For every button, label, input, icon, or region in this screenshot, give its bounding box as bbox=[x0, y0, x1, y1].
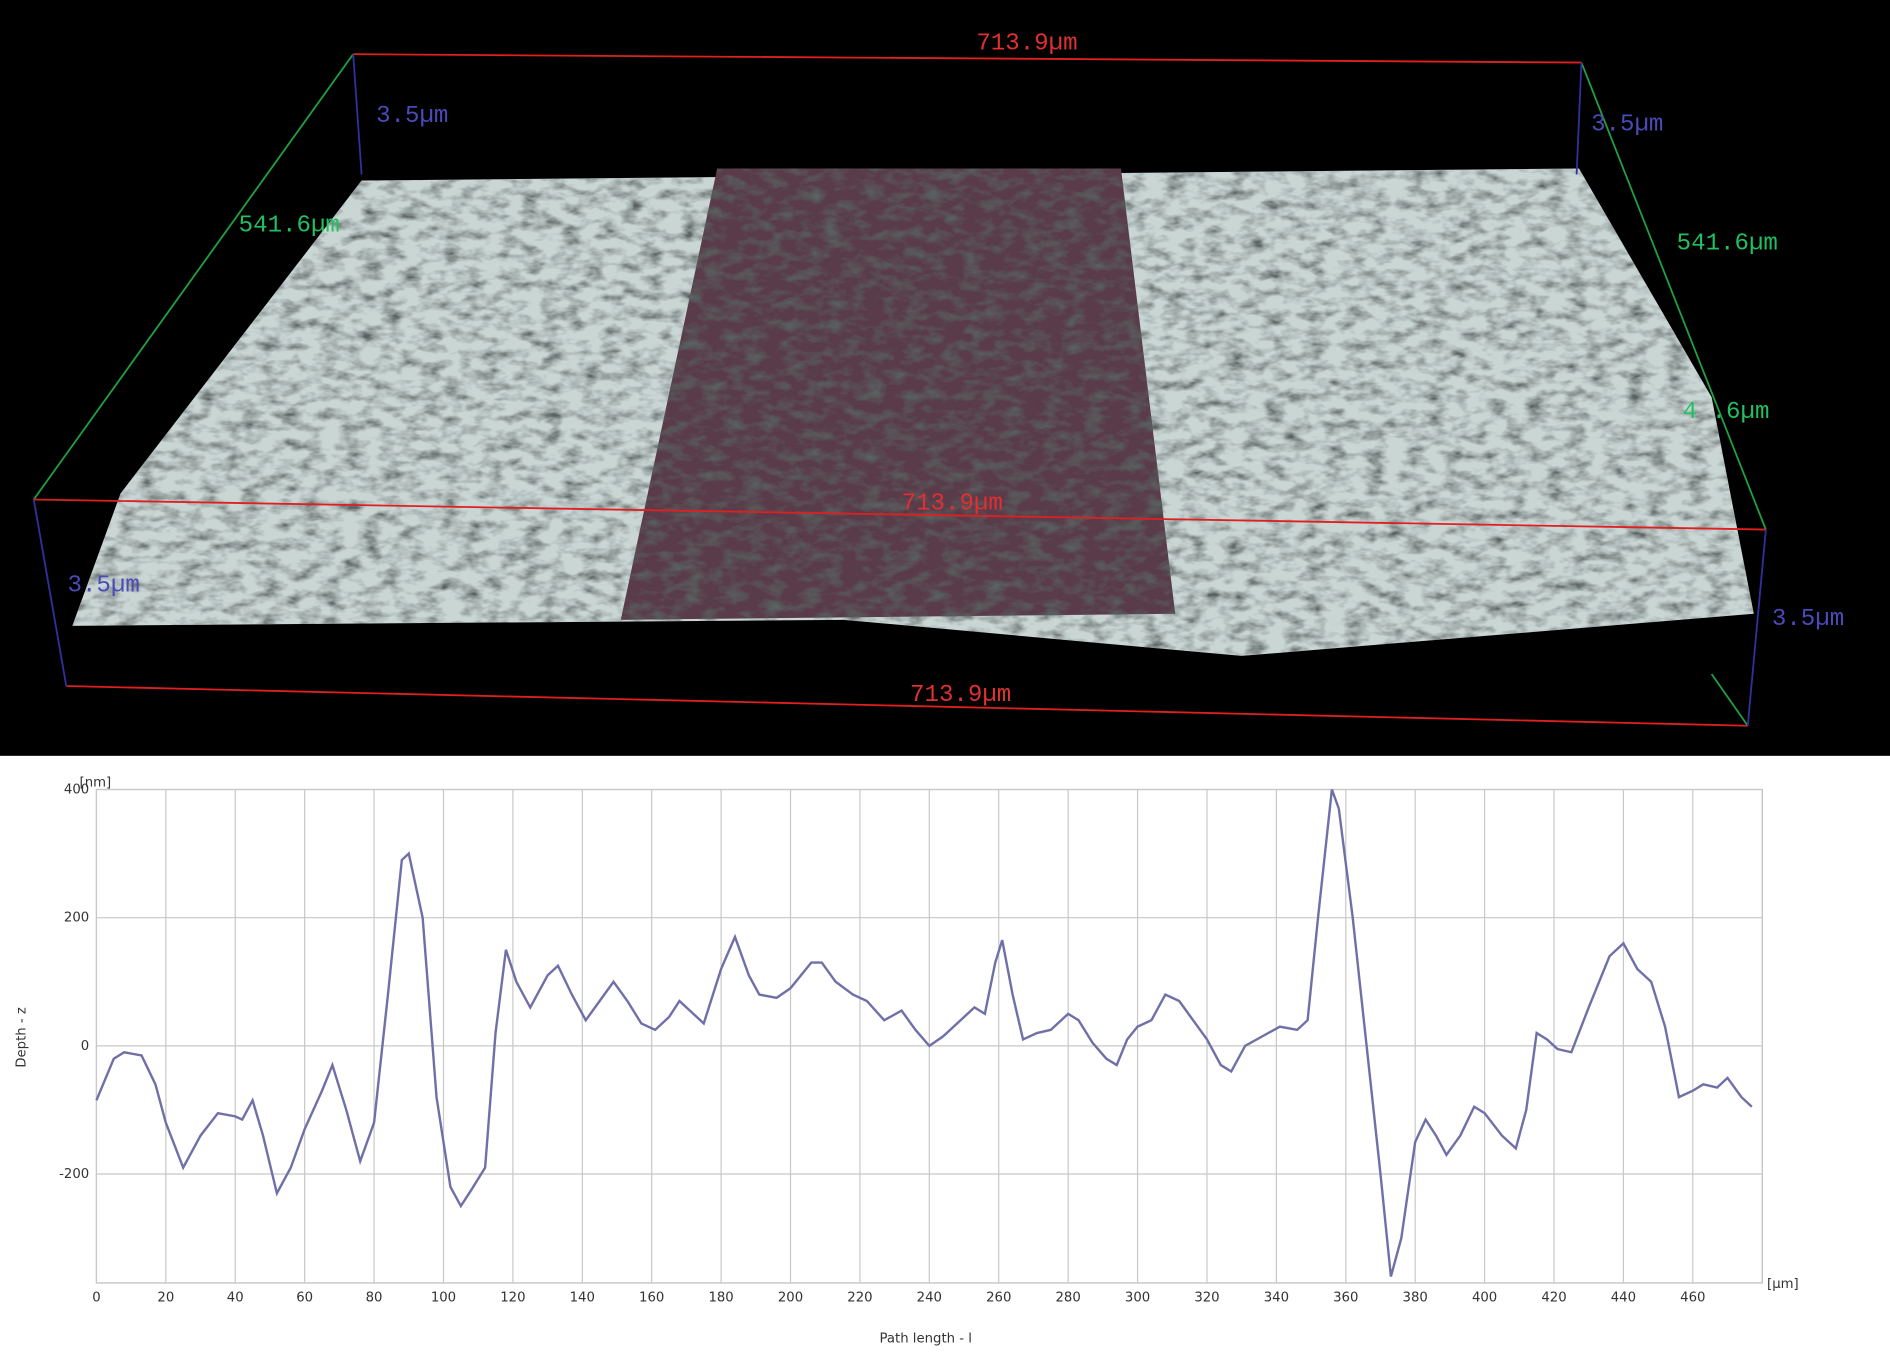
x-tick-label: 420 bbox=[1541, 1290, 1566, 1305]
x-tick-label: 0 bbox=[92, 1290, 100, 1305]
surface-label: 713.9µm bbox=[902, 490, 1003, 517]
x-tick-label: 300 bbox=[1125, 1290, 1150, 1305]
x-tick-label: 260 bbox=[986, 1290, 1011, 1305]
x-tick-label: 160 bbox=[639, 1290, 664, 1305]
surface-label: 541.6µm bbox=[1677, 230, 1778, 257]
x-tick-label: 220 bbox=[847, 1290, 872, 1305]
y-tick-label: -200 bbox=[59, 1167, 89, 1182]
surface-label: 3.5µm bbox=[376, 103, 448, 130]
x-tick-label: 400 bbox=[1472, 1290, 1497, 1305]
surface-label: 713.9µm bbox=[910, 682, 1011, 709]
x-tick-label: 20 bbox=[157, 1290, 174, 1305]
x-tick-label: 340 bbox=[1264, 1290, 1289, 1305]
surface-label: 3.5µm bbox=[1591, 111, 1663, 138]
x-tick-label: 460 bbox=[1680, 1290, 1705, 1305]
x-tick-label: 280 bbox=[1056, 1290, 1081, 1305]
bounding-box bbox=[32, 53, 1767, 727]
x-tick-label: 360 bbox=[1333, 1290, 1358, 1305]
profile-line bbox=[95, 789, 1753, 1277]
x-tick-label: 100 bbox=[431, 1290, 456, 1305]
y-tick-label: 400 bbox=[64, 783, 89, 798]
y-tick-label: 0 bbox=[81, 1039, 89, 1054]
x-tick-label: 40 bbox=[227, 1290, 244, 1305]
x-axis-title: Path length - l bbox=[880, 1331, 972, 1346]
x-tick-label: 180 bbox=[708, 1290, 733, 1305]
x-tick-label: 320 bbox=[1194, 1290, 1219, 1305]
y-tick-label: 200 bbox=[64, 911, 89, 926]
x-tick-label: 140 bbox=[570, 1290, 595, 1305]
x-tick-label: 200 bbox=[778, 1290, 803, 1305]
surface-label: 4 .6µm bbox=[1683, 399, 1770, 426]
surface-label: 541.6µm bbox=[239, 212, 340, 239]
groove bbox=[620, 168, 1176, 620]
x-tick-label: 60 bbox=[296, 1290, 313, 1305]
surface-label: 3.5µm bbox=[68, 572, 140, 599]
x-tick-label: 240 bbox=[917, 1290, 942, 1305]
x-tick-label: 80 bbox=[366, 1290, 383, 1305]
y-axis-title: Depth - z bbox=[15, 1007, 30, 1067]
x-tick-label: 380 bbox=[1403, 1290, 1428, 1305]
x-tick-label: 120 bbox=[500, 1290, 525, 1305]
x-tick-label: 440 bbox=[1611, 1290, 1636, 1305]
y-unit: [nm] bbox=[80, 775, 112, 790]
surface-label: 3.5µm bbox=[1772, 606, 1844, 633]
surface-label: 713.9µm bbox=[976, 31, 1077, 58]
x-unit: [µm] bbox=[1767, 1277, 1799, 1292]
